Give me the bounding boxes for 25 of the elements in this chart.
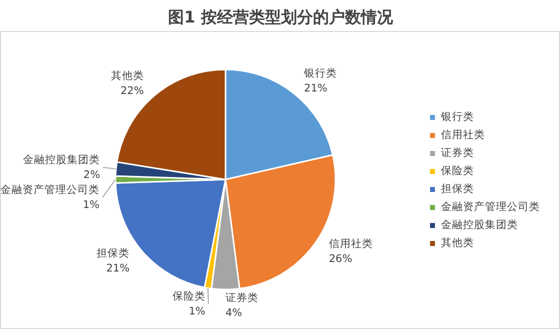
legend-label: 其他类 [441,236,474,250]
slice-label: 担保类 [96,246,130,260]
slice-label: 金融资产管理公司类 [0,182,100,196]
data-label: 26% [328,253,352,266]
legend-label: 金融控股集团类 [441,218,518,232]
data-label: 2% [83,168,100,181]
slice-label: 银行类 [303,66,338,80]
legend-label: 金融资产管理公司类 [441,200,540,214]
legend-label: 银行类 [441,110,474,124]
data-label: 4% [226,307,242,319]
legend-label: 保险类 [441,164,474,178]
slice-label: 其他类 [110,69,144,82]
data-label: 1% [82,198,100,211]
legend-label: 信用社类 [441,128,485,142]
chart-title: 图1 按经营类型划分的户数情况 [168,8,394,26]
legend-label: 担保类 [441,182,474,196]
legend-label: 证券类 [441,146,474,160]
slice-label: 证券类 [226,291,258,304]
slice-label: 信用社类 [328,237,373,250]
data-label: 1% [188,305,206,318]
slice-label: 保险类 [172,289,206,302]
data-label: 21% [106,262,130,275]
data-label: 21% [304,82,328,94]
slice-label: 金融控股集团类 [23,152,100,166]
data-label: 22% [120,85,144,98]
